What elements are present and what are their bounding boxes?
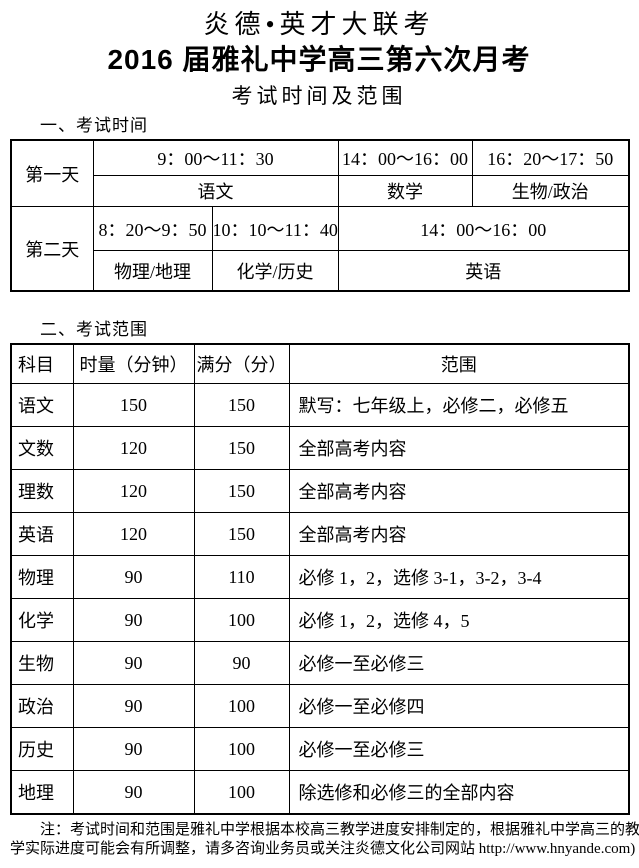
footnote: 注：考试时间和范围是雅礼中学根据本校高三教学进度安排制定的，根据雅礼中学高三的教… <box>10 821 639 859</box>
scope-cell: 除选修和必修三的全部内容 <box>288 770 630 815</box>
table-row: 物理 90 110 必修 1，2，选修 3-1，3-2，3-4 <box>10 555 630 599</box>
session-time: 10：10～11：40 <box>211 206 339 251</box>
exam-scope-table: 科目 时量（分钟） 满分（分） 范围 语文 150 150 默写：七年级上，必修… <box>10 343 630 815</box>
duration-cell: 90 <box>72 641 195 685</box>
session-subject: 语文 <box>92 175 339 207</box>
table-row: 语文 数学 生物/政治 <box>11 175 630 207</box>
session-subject: 物理/地理 <box>92 250 213 292</box>
scope-cell: 必修一至必修四 <box>288 684 630 728</box>
scope-cell: 全部高考内容 <box>288 469 630 513</box>
exam-series-title: 炎德•英才大联考 <box>203 10 435 39</box>
session-subject: 化学/历史 <box>211 250 339 292</box>
subject-cell: 语文 <box>10 383 74 427</box>
score-cell: 150 <box>193 512 290 556</box>
session-time: 14：00～16：00 <box>337 139 473 176</box>
subject-cell: 物理 <box>10 555 74 599</box>
table-row: 地理 90 100 除选修和必修三的全部内容 <box>10 770 630 815</box>
subject-cell: 英语 <box>10 512 74 556</box>
day1-label: 第一天 <box>10 139 94 207</box>
duration-cell: 150 <box>72 383 195 427</box>
subject-cell: 政治 <box>10 684 74 728</box>
table-row: 理数 120 150 全部高考内容 <box>10 469 630 513</box>
website-url: http://www.hnyande.com) <box>478 841 636 857</box>
footnote-line-text: 学实际进度可能会有所调整，请多咨询业务员或关注炎德文化公司网站 <box>10 841 479 857</box>
table-row: 英语 120 150 全部高考内容 <box>10 512 630 556</box>
duration-cell: 90 <box>72 770 195 815</box>
scope-cell: 必修 1，2，选修 4，5 <box>288 598 630 642</box>
exam-main-title: 2016 届雅礼中学高三第六次月考 <box>107 44 531 75</box>
section-heading-exam-time: 一、考试时间 <box>40 116 148 135</box>
subject-cell: 生物 <box>10 641 74 685</box>
table-row: 物理/地理 化学/历史 英语 <box>11 250 630 292</box>
score-cell: 150 <box>193 426 290 470</box>
scope-cell: 默写：七年级上，必修二，必修五 <box>288 383 630 427</box>
scope-cell: 全部高考内容 <box>288 426 630 470</box>
duration-cell: 90 <box>72 727 195 771</box>
table-row: 化学 90 100 必修 1，2，选修 4，5 <box>10 598 630 642</box>
subject-cell: 地理 <box>10 770 74 815</box>
subject-cell: 化学 <box>10 598 74 642</box>
day2-label: 第二天 <box>10 206 94 292</box>
session-subject: 数学 <box>337 175 473 207</box>
table-row: 历史 90 100 必修一至必修三 <box>10 727 630 771</box>
scope-cell: 全部高考内容 <box>288 512 630 556</box>
session-time: 8：20～9：50 <box>92 206 213 251</box>
score-cell: 100 <box>193 684 290 728</box>
footnote-line: 学实际进度可能会有所调整，请多咨询业务员或关注炎德文化公司网站 http://w… <box>10 840 635 859</box>
duration-cell: 90 <box>72 684 195 728</box>
score-cell: 100 <box>193 598 290 642</box>
score-cell: 110 <box>193 555 290 599</box>
title-block: 炎德•英才大联考 2016 届雅礼中学高三第六次月考 考试时间及范围 <box>10 8 628 109</box>
duration-cell: 120 <box>72 469 195 513</box>
table-row: 政治 90 100 必修一至必修四 <box>10 684 630 728</box>
column-header-scope: 范围 <box>288 343 630 384</box>
score-cell: 100 <box>193 770 290 815</box>
scope-cell: 必修一至必修三 <box>288 727 630 771</box>
column-header-full-score: 满分（分） <box>193 343 290 384</box>
score-cell: 150 <box>193 469 290 513</box>
duration-cell: 90 <box>72 555 195 599</box>
session-time: 14：00～16：00 <box>337 206 630 251</box>
column-header-duration: 时量（分钟） <box>72 343 195 384</box>
page-subtitle: 考试时间及范围 <box>231 84 407 108</box>
duration-cell: 120 <box>72 512 195 556</box>
table-header-row: 科目 时量（分钟） 满分（分） 范围 <box>10 343 630 384</box>
session-subject: 英语 <box>337 250 630 292</box>
duration-cell: 90 <box>72 598 195 642</box>
score-cell: 90 <box>193 641 290 685</box>
session-subject: 生物/政治 <box>471 175 630 207</box>
table-row: 生物 90 90 必修一至必修三 <box>10 641 630 685</box>
session-time: 16：20～17：50 <box>471 139 630 176</box>
subject-cell: 文数 <box>10 426 74 470</box>
table-row: 文数 120 150 全部高考内容 <box>10 426 630 470</box>
scope-cell: 必修 1，2，选修 3-1，3-2，3-4 <box>288 555 630 599</box>
column-header-subject: 科目 <box>10 343 74 384</box>
score-cell: 150 <box>193 383 290 427</box>
exam-schedule-table: 第一天 9：00～11：30 14：00～16：00 16：20～17：50 语… <box>10 139 630 292</box>
footnote-line: 注：考试时间和范围是雅礼中学根据本校高三教学进度安排制定的，根据雅礼中学高三的教 <box>40 822 639 838</box>
section-heading-exam-scope: 二、考试范围 <box>40 320 148 339</box>
table-row: 第一天 9：00～11：30 14：00～16：00 16：20～17：50 <box>10 139 630 207</box>
subject-cell: 历史 <box>10 727 74 771</box>
duration-cell: 120 <box>72 426 195 470</box>
subject-cell: 理数 <box>10 469 74 513</box>
score-cell: 100 <box>193 727 290 771</box>
table-row: 语文 150 150 默写：七年级上，必修二，必修五 <box>10 383 630 427</box>
scope-cell: 必修一至必修三 <box>288 641 630 685</box>
table-row: 第二天 8：20～9：50 10：10～11：40 14：00～16：00 <box>10 206 630 292</box>
session-time: 9：00～11：30 <box>92 139 339 176</box>
